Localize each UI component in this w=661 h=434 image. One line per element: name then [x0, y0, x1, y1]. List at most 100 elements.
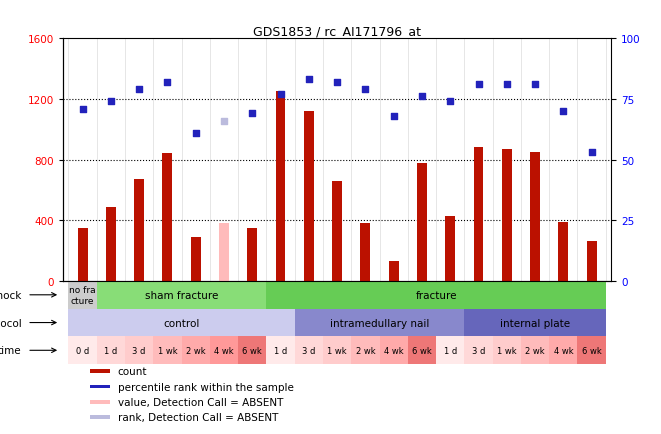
Point: [445, 99, 455, 105]
Point: [162, 79, 173, 86]
Text: 1 d: 1 d: [444, 346, 457, 355]
Bar: [408, 337, 436, 364]
Point: [219, 118, 229, 125]
Text: 1 wk: 1 wk: [497, 346, 517, 355]
Point: [190, 130, 201, 137]
Text: count: count: [118, 366, 147, 376]
Bar: [247, 228, 257, 281]
Point: [303, 77, 314, 84]
Point: [502, 82, 512, 89]
Bar: [295, 337, 323, 364]
Bar: [379, 337, 408, 364]
Text: 6 wk: 6 wk: [582, 346, 602, 355]
Bar: [219, 224, 229, 281]
Text: 4 wk: 4 wk: [384, 346, 403, 355]
Bar: [502, 150, 512, 281]
Text: 1 wk: 1 wk: [327, 346, 347, 355]
Text: internal plate: internal plate: [500, 318, 570, 328]
Text: 4 wk: 4 wk: [214, 346, 234, 355]
Bar: [91, 370, 110, 373]
Bar: [69, 309, 295, 337]
Text: 6 wk: 6 wk: [412, 346, 432, 355]
Point: [275, 91, 286, 98]
Text: control: control: [163, 318, 200, 328]
Point: [106, 99, 116, 105]
Text: time: time: [0, 345, 22, 355]
Text: value, Detection Call = ABSENT: value, Detection Call = ABSENT: [118, 397, 283, 407]
Bar: [473, 148, 483, 281]
Bar: [182, 337, 210, 364]
Text: rank, Detection Call = ABSENT: rank, Detection Call = ABSENT: [118, 412, 278, 422]
Text: 3 d: 3 d: [472, 346, 485, 355]
Point: [416, 94, 427, 101]
Text: 0 d: 0 d: [76, 346, 89, 355]
Text: 1 wk: 1 wk: [157, 346, 177, 355]
Bar: [276, 92, 286, 281]
Text: sham fracture: sham fracture: [145, 290, 218, 300]
Bar: [351, 337, 379, 364]
Point: [473, 82, 484, 89]
Text: 2 wk: 2 wk: [525, 346, 545, 355]
Bar: [465, 309, 605, 337]
Bar: [549, 337, 578, 364]
Text: 1 d: 1 d: [104, 346, 118, 355]
Bar: [153, 337, 182, 364]
Bar: [417, 163, 427, 281]
Bar: [191, 237, 201, 281]
Bar: [163, 154, 173, 281]
Bar: [304, 112, 314, 281]
Bar: [91, 400, 110, 404]
Bar: [465, 337, 492, 364]
Point: [389, 113, 399, 120]
Text: 2 wk: 2 wk: [356, 346, 375, 355]
Bar: [360, 224, 370, 281]
Bar: [323, 337, 351, 364]
Text: 6 wk: 6 wk: [243, 346, 262, 355]
Point: [529, 82, 540, 89]
Bar: [91, 415, 110, 419]
Point: [77, 106, 88, 113]
Bar: [69, 337, 97, 364]
Text: 4 wk: 4 wk: [553, 346, 573, 355]
Bar: [97, 337, 125, 364]
Point: [586, 149, 597, 156]
Text: intramedullary nail: intramedullary nail: [330, 318, 429, 328]
Text: no fra
cture: no fra cture: [69, 286, 96, 305]
Text: shock: shock: [0, 290, 22, 300]
Bar: [210, 337, 238, 364]
Bar: [125, 337, 153, 364]
Bar: [97, 281, 266, 309]
Bar: [91, 385, 110, 388]
Text: 1 d: 1 d: [274, 346, 287, 355]
Text: 3 d: 3 d: [132, 346, 146, 355]
Bar: [238, 337, 266, 364]
Point: [134, 86, 145, 93]
Bar: [77, 228, 87, 281]
Bar: [106, 207, 116, 281]
Point: [360, 86, 371, 93]
Text: fracture: fracture: [415, 290, 457, 300]
Bar: [295, 309, 465, 337]
Bar: [521, 337, 549, 364]
Point: [247, 111, 258, 118]
Bar: [134, 180, 144, 281]
Bar: [389, 262, 399, 281]
Bar: [492, 337, 521, 364]
Bar: [266, 337, 295, 364]
Bar: [332, 181, 342, 281]
Text: protocol: protocol: [0, 318, 22, 328]
Bar: [559, 222, 568, 281]
Bar: [530, 153, 540, 281]
Bar: [266, 281, 605, 309]
Bar: [446, 216, 455, 281]
Point: [332, 79, 342, 86]
Bar: [69, 281, 97, 309]
Point: [558, 108, 568, 115]
Text: 3 d: 3 d: [302, 346, 315, 355]
Title: GDS1853 / rc_AI171796_at: GDS1853 / rc_AI171796_at: [253, 25, 421, 38]
Text: 2 wk: 2 wk: [186, 346, 206, 355]
Bar: [587, 242, 597, 281]
Bar: [578, 337, 605, 364]
Bar: [436, 337, 465, 364]
Text: percentile rank within the sample: percentile rank within the sample: [118, 381, 293, 391]
